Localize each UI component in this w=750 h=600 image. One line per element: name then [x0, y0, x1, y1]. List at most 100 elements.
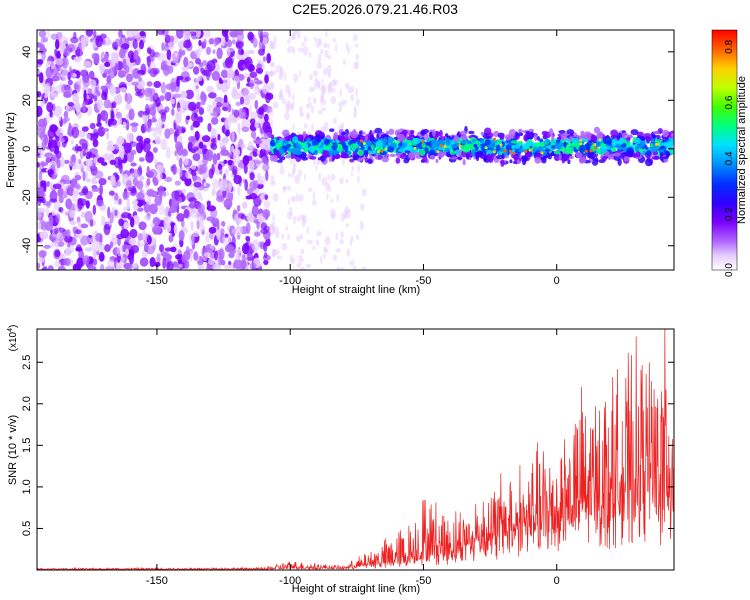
heatmap-cell: [634, 137, 641, 145]
heatmap-cell: [95, 35, 104, 48]
heatmap-cell: [313, 96, 317, 105]
heatmap-cell: [227, 159, 234, 165]
heatmap-cell: [91, 165, 95, 170]
heatmap-cell: [385, 130, 390, 135]
heatmap-cell: [183, 56, 189, 68]
x-tick-label: 0: [554, 575, 560, 587]
heatmap-cell: [241, 201, 248, 209]
heatmap-cell: [212, 153, 218, 166]
heatmap-cell: [369, 135, 375, 142]
heatmap-cell: [241, 254, 246, 263]
heatmap-cell: [143, 121, 152, 131]
heatmap-cell: [50, 139, 58, 149]
heatmap-cell: [184, 260, 190, 270]
heatmap-cell: [158, 109, 168, 115]
heatmap-cell: [294, 174, 301, 184]
heatmap-cell: [227, 49, 231, 57]
heatmap-cell: [287, 185, 292, 191]
heatmap-cell: [292, 30, 298, 36]
heatmap-cell: [279, 147, 284, 155]
heatmap-cell-hot: [376, 150, 380, 154]
heatmap-cell: [91, 187, 101, 193]
heatmap-cell: [250, 111, 258, 120]
heatmap-cell: [216, 47, 223, 60]
heatmap-cell: [54, 58, 64, 66]
heatmap-cell: [330, 87, 336, 94]
heatmap-cell: [81, 35, 89, 47]
heatmap-cell: [146, 81, 153, 87]
heatmap-cell: [122, 194, 128, 201]
heatmap-cell: [619, 137, 624, 145]
heatmap-cell: [209, 111, 218, 118]
heatmap-cell: [85, 178, 92, 183]
heatmap-cell: [350, 235, 354, 243]
heatmap-cell: [350, 94, 355, 102]
heatmap-cell: [285, 100, 292, 110]
heatmap-cell: [323, 139, 330, 146]
heatmap-cell: [125, 180, 132, 192]
heatmap-cell: [335, 248, 342, 253]
heatmap-cell: [385, 153, 390, 157]
heatmap-cell: [190, 164, 197, 170]
heatmap-cell: [201, 135, 211, 143]
heatmap-cell: [54, 260, 61, 268]
heatmap-cell: [132, 177, 138, 187]
heatmap-cell: [652, 131, 661, 135]
heatmap-cell: [603, 140, 612, 145]
heatmap-cell: [422, 154, 428, 163]
heatmap-cell: [224, 168, 229, 176]
heatmap-cell: [200, 99, 206, 106]
heatmap-cell: [560, 136, 567, 141]
x-tick-label: -50: [416, 575, 432, 587]
heatmap-cell-hot: [436, 150, 440, 154]
heatmap-cell: [174, 249, 183, 255]
heatmap-cell: [233, 174, 242, 185]
chart-title: C2E5.2026.079.21.46.R03: [292, 1, 458, 17]
heatmap-cell: [237, 212, 245, 219]
heatmap-cell: [315, 80, 321, 88]
heatmap-cell: [81, 142, 88, 150]
heatmap-cell: [175, 128, 179, 138]
heatmap-cell: [153, 80, 162, 88]
heatmap-cell: [89, 122, 96, 130]
heatmap-cell: [81, 126, 89, 132]
heatmap-cell: [245, 195, 253, 200]
heatmap-cell: [45, 82, 51, 93]
heatmap-cell: [287, 47, 290, 54]
heatmap-cell: [490, 153, 494, 161]
heatmap-cell: [273, 70, 277, 76]
heatmap-cell: [89, 244, 97, 251]
heatmap-cell: [517, 148, 525, 153]
heatmap-cell: [208, 37, 215, 45]
heatmap-cell: [263, 199, 271, 209]
heatmap-cell: [249, 262, 257, 270]
heatmap-cell: [119, 87, 127, 93]
heatmap-cell: [296, 216, 301, 222]
heatmap-cell: [281, 243, 288, 251]
heatmap-cell: [245, 222, 251, 235]
heatmap-cell: [500, 159, 505, 167]
heatmap-cell: [145, 245, 155, 255]
heatmap-cell: [516, 159, 520, 165]
heatmap-cell: [375, 140, 384, 148]
heatmap-cell: [420, 129, 426, 136]
heatmap-cell: [315, 147, 324, 151]
heatmap-cell: [164, 91, 172, 102]
heatmap-cell: [641, 135, 646, 142]
heatmap-cell: [270, 175, 275, 184]
heatmap-cell: [296, 30, 301, 39]
heatmap-cell: [258, 48, 265, 56]
heatmap-cell: [38, 30, 47, 38]
heatmap-cell: [558, 152, 562, 161]
heatmap-cell: [265, 92, 274, 100]
heatmap-cell: [593, 126, 601, 134]
heatmap-cell: [82, 171, 86, 182]
heatmap-cell: [162, 67, 170, 76]
heatmap-cell: [418, 149, 426, 156]
heatmap-cell: [182, 49, 186, 56]
heatmap-cell: [181, 128, 186, 133]
heatmap-cell: [159, 244, 165, 253]
heatmap-cell: [644, 158, 653, 167]
heatmap-cell: [181, 254, 187, 263]
heatmap-cell: [454, 149, 460, 155]
